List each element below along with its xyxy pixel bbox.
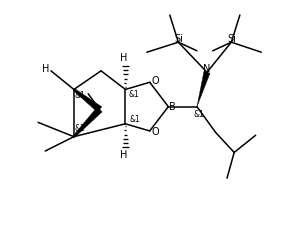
Polygon shape [197,71,210,107]
Text: Si: Si [174,34,183,44]
Polygon shape [73,107,102,137]
Text: H: H [120,53,128,63]
Text: B: B [169,102,176,112]
Text: H: H [42,64,50,74]
Text: O: O [151,76,159,86]
Text: O: O [151,127,159,137]
Text: &1: &1 [75,91,86,100]
Text: H: H [120,150,128,160]
Text: &1: &1 [129,115,140,124]
Polygon shape [73,88,102,112]
Text: N: N [203,64,211,74]
Text: &1: &1 [193,110,204,119]
Text: &1: &1 [129,90,139,99]
Text: &1: &1 [74,124,85,133]
Text: Si: Si [227,34,236,44]
